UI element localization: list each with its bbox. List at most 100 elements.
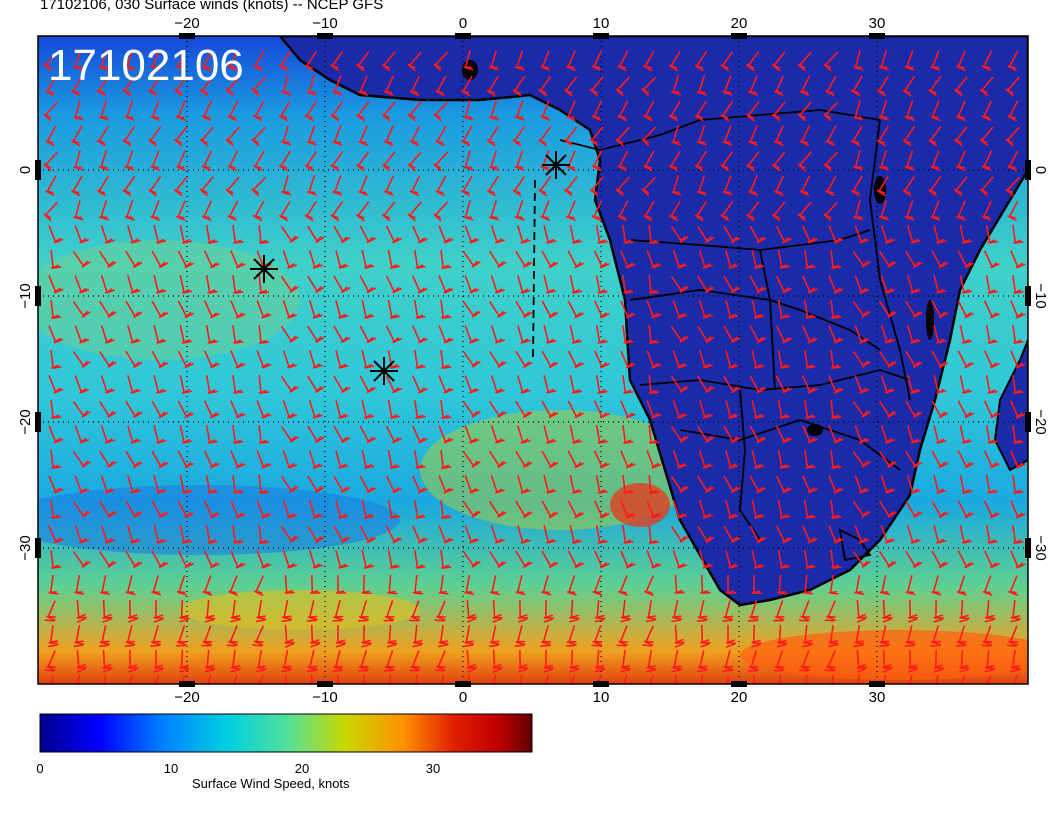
wind-barb xyxy=(124,625,136,647)
wind-barb xyxy=(48,475,64,494)
wind-barb xyxy=(618,575,628,597)
wind-barb xyxy=(905,400,923,419)
wind-barb xyxy=(830,549,842,569)
wind-barb xyxy=(488,350,507,369)
wind-barb xyxy=(71,175,83,197)
wind-barb xyxy=(589,76,604,97)
wind-barb xyxy=(127,425,141,444)
wind-barb xyxy=(670,375,689,393)
wind-barb xyxy=(486,175,499,197)
wind-barb xyxy=(641,76,657,97)
wind-barb xyxy=(930,675,942,684)
wind-barb xyxy=(698,400,713,419)
wind-barb xyxy=(985,424,998,444)
wind-barb xyxy=(648,224,660,244)
wind-barb xyxy=(959,275,973,294)
x-tick-label: 10 xyxy=(593,689,610,706)
wind-barb xyxy=(541,350,559,369)
wind-barb xyxy=(73,624,85,648)
wind-barb xyxy=(407,201,422,222)
wind-barb xyxy=(332,75,343,96)
wind-barb xyxy=(775,225,792,244)
wind-barb xyxy=(956,575,967,596)
wind-barb xyxy=(646,350,662,369)
wind-barb xyxy=(538,126,552,147)
wind-barb xyxy=(931,350,949,369)
wind-barb xyxy=(486,75,499,97)
x-tick-labels-top: −20 −10 0 10 20 30 xyxy=(174,15,885,32)
wind-barb xyxy=(543,225,557,244)
wind-barb xyxy=(464,225,480,244)
wind-barb xyxy=(74,574,85,596)
wind-barb xyxy=(333,525,351,544)
wind-barb xyxy=(979,76,994,97)
wind-barb xyxy=(880,275,895,294)
wind-barb xyxy=(671,599,683,623)
wind-barb xyxy=(308,450,323,469)
wind-barb xyxy=(828,225,844,244)
wind-barb xyxy=(440,399,452,419)
wind-barb xyxy=(646,400,662,419)
wind-barb xyxy=(517,225,531,244)
wind-barb xyxy=(256,400,272,419)
wind-barb xyxy=(957,450,975,469)
x-tick-label: −20 xyxy=(174,689,199,706)
wind-barb xyxy=(225,176,240,197)
wind-barb xyxy=(747,600,759,622)
wind-barb xyxy=(387,299,400,319)
wind-barb xyxy=(984,649,996,673)
wind-barb xyxy=(127,275,141,294)
wind-barb xyxy=(956,50,966,72)
wind-barb xyxy=(567,300,585,319)
wind-barb xyxy=(122,125,136,147)
wind-barb xyxy=(413,349,426,369)
wind-barb xyxy=(230,500,246,519)
wind-barb xyxy=(515,575,526,596)
wind-barb xyxy=(74,475,90,494)
wind-barb xyxy=(127,225,141,244)
wind-barb xyxy=(48,325,64,344)
wind-barb xyxy=(512,125,526,147)
wind-barb xyxy=(330,150,344,172)
wind-barb xyxy=(173,126,188,147)
y-tick-label: −20 xyxy=(1032,409,1049,434)
wind-barb xyxy=(1010,250,1026,269)
wind-barb xyxy=(330,200,344,222)
wind-barb xyxy=(330,50,344,72)
wind-barb xyxy=(335,250,349,269)
wind-barb xyxy=(563,76,578,97)
wind-barb xyxy=(694,100,708,122)
y-tick-labels-left: 0 −10 −20 −30 xyxy=(17,166,34,561)
wind-barb xyxy=(823,101,839,122)
wind-barb xyxy=(853,674,865,684)
wind-barb xyxy=(674,574,685,594)
wind-barb xyxy=(1012,274,1024,294)
wind-barb xyxy=(749,275,767,294)
y-tick-labels-right: 0 −10 −20 −30 xyxy=(1032,166,1049,561)
wind-barb xyxy=(438,275,454,294)
wind-barb xyxy=(620,450,636,469)
wind-barb xyxy=(409,600,421,622)
wind-barb xyxy=(308,350,323,369)
wind-barb xyxy=(543,475,557,494)
wind-barb xyxy=(361,624,372,648)
wind-barb xyxy=(514,625,526,647)
wind-barb xyxy=(357,650,369,672)
wind-barb xyxy=(956,200,966,222)
wind-barb xyxy=(308,550,323,569)
wind-barb xyxy=(904,150,915,171)
wind-barb xyxy=(725,450,739,469)
x-tick-label: 30 xyxy=(869,15,886,32)
wind-barb xyxy=(43,201,59,222)
wind-barb xyxy=(876,125,889,147)
wind-barb xyxy=(1007,100,1019,122)
wind-barb xyxy=(853,624,865,648)
wind-barb xyxy=(882,599,893,623)
wind-barb xyxy=(226,625,238,647)
wind-barb xyxy=(773,175,784,197)
wind-barb xyxy=(47,674,59,684)
wind-barb xyxy=(50,499,62,519)
wind-barb xyxy=(230,250,246,269)
x-tick-label: −10 xyxy=(312,15,337,32)
wind-barb xyxy=(409,650,421,672)
